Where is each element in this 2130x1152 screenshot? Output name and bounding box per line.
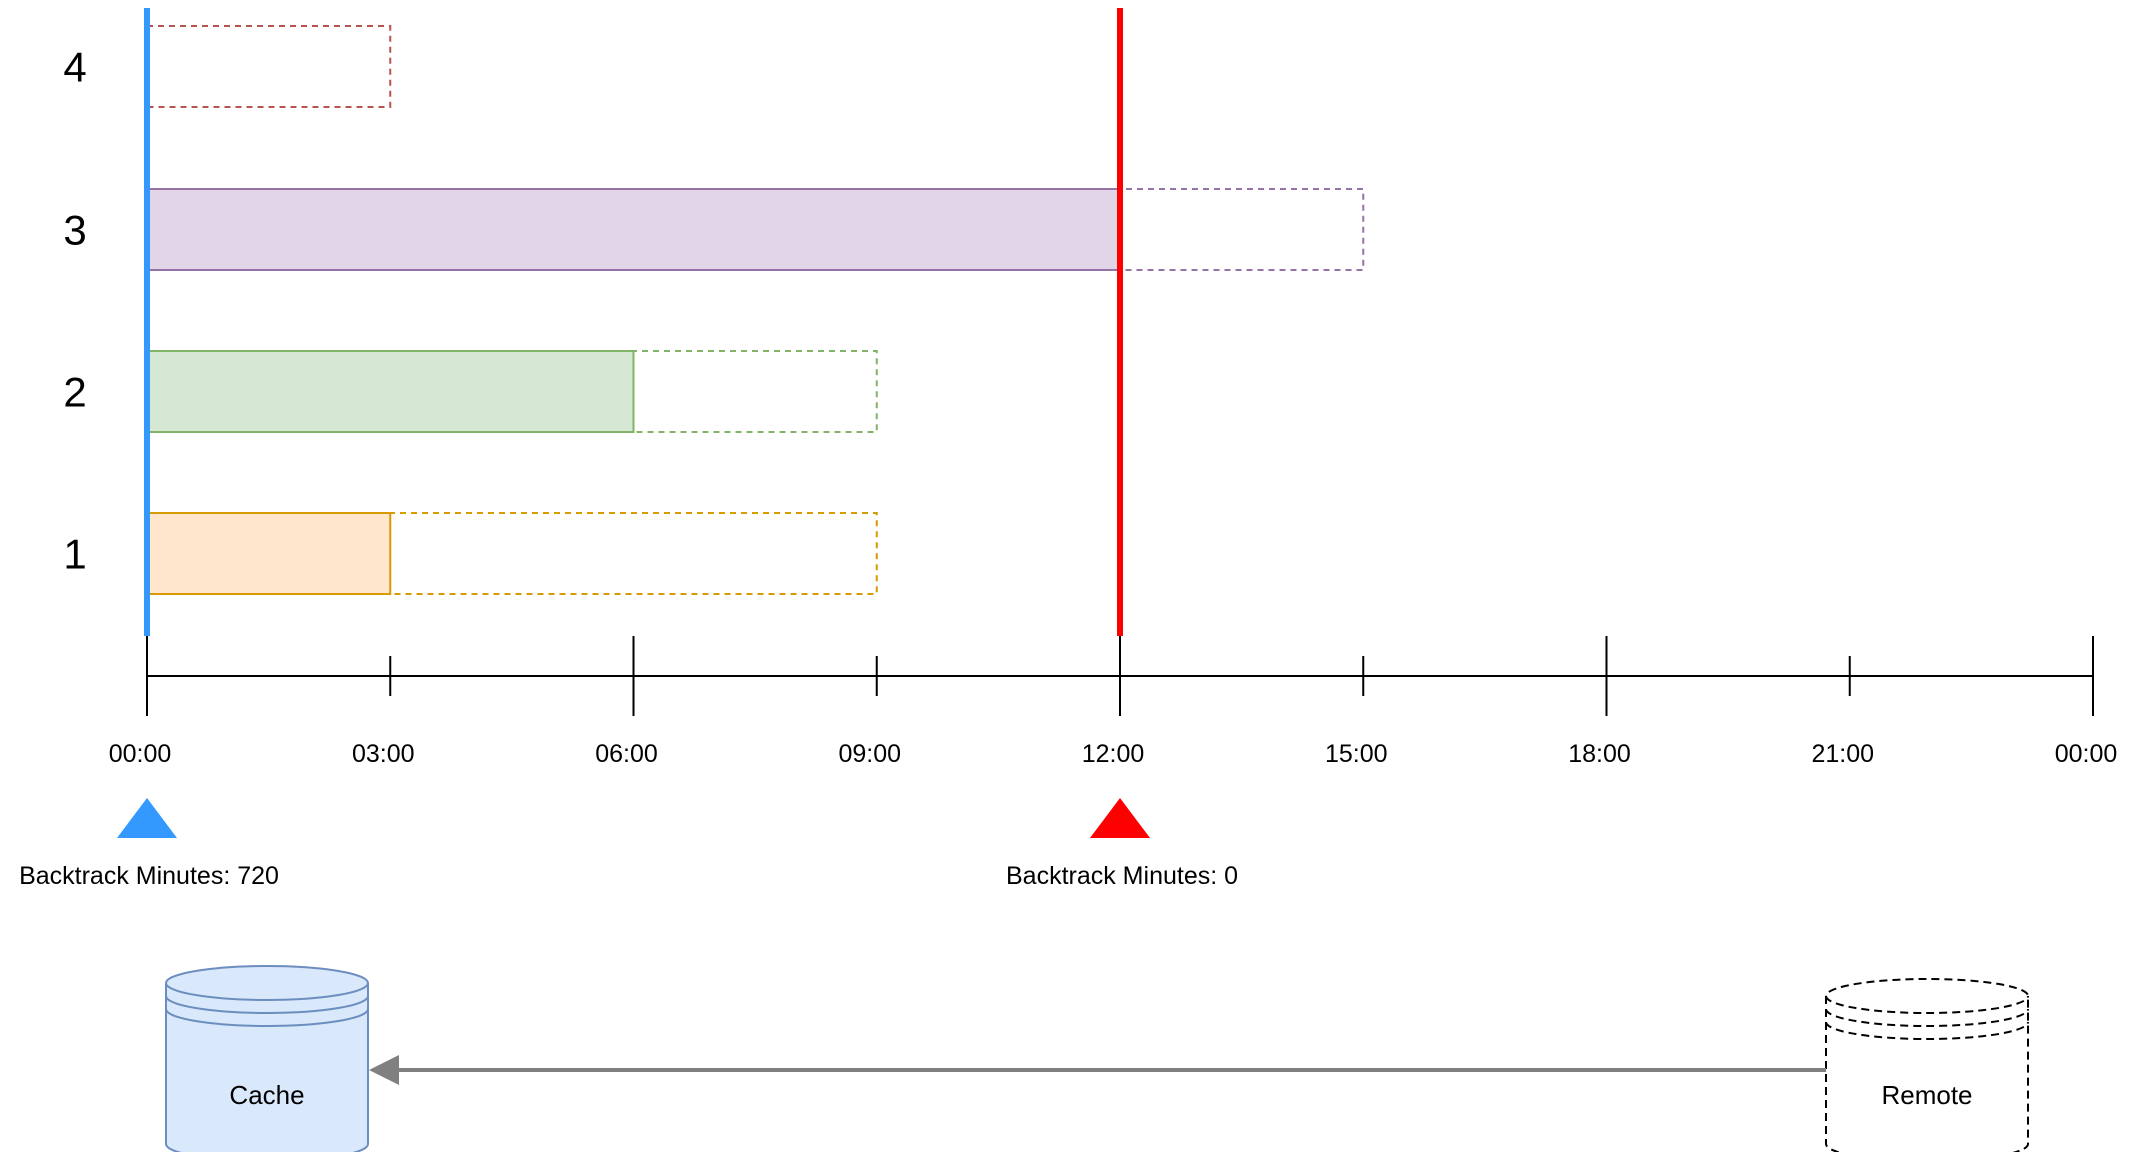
row-1-dashed-range — [146, 512, 878, 595]
row-labels: 1 2 3 4 — [63, 44, 86, 578]
axis-tick-label: 00:00 — [109, 740, 172, 768]
cache-database: Cache — [165, 965, 369, 1152]
marker-blue-caption: Backtrack Minutes: 720 — [19, 862, 279, 890]
remote-cylinder-ring — [1825, 995, 2029, 1014]
cache-cylinder-ring — [165, 1008, 369, 1027]
row-2-filled-bar — [146, 350, 635, 433]
markers: Backtrack Minutes: 720 Backtrack Minutes:… — [19, 798, 1238, 890]
remote-database: Remote — [1825, 978, 2029, 1152]
axis-tick-label: 00:00 — [2055, 740, 2118, 768]
row-1-filled-bar — [146, 512, 392, 595]
row-label-4: 4 — [63, 44, 86, 91]
axis-tick-label: 18:00 — [1568, 740, 1631, 768]
cache-cylinder-ring — [165, 995, 369, 1014]
marker-red-caption: Backtrack Minutes: 0 — [1006, 862, 1238, 890]
sync-arrow — [369, 1055, 1826, 1085]
marker-lines — [144, 8, 1123, 636]
axis-tick-label: 09:00 — [838, 740, 901, 768]
remote-cylinder — [1825, 978, 2029, 1152]
row-label-1: 1 — [63, 531, 86, 578]
cache-label: Cache — [229, 1080, 304, 1110]
bars-layer — [146, 25, 1365, 595]
marker-red-triangle — [1090, 798, 1150, 838]
remote-cylinder-ring — [1825, 1021, 2029, 1040]
time-axis: 00:00 03:00 06:00 09:00 12:00 15:00 18:00 21:00… — [109, 636, 2118, 768]
remote-label: Remote — [1881, 1080, 1972, 1110]
axis-tick-label: 03:00 — [352, 740, 415, 768]
axis-tick-label: 06:00 — [595, 740, 658, 768]
cache-cylinder — [165, 965, 369, 1152]
cache-cylinder-ring — [165, 982, 369, 1001]
row-label-2: 2 — [63, 369, 86, 416]
axis-tick-label: 21:00 — [1811, 740, 1874, 768]
axis-tick-label: 15:00 — [1325, 740, 1388, 768]
row-4-dashed-range — [146, 25, 392, 108]
row-label-3: 3 — [63, 207, 86, 254]
remote-cylinder-ring — [1825, 1008, 2029, 1027]
axis-tick-label: 12:00 — [1082, 740, 1145, 768]
marker-blue-triangle — [117, 798, 177, 838]
row-3-filled-bar — [146, 188, 1121, 271]
